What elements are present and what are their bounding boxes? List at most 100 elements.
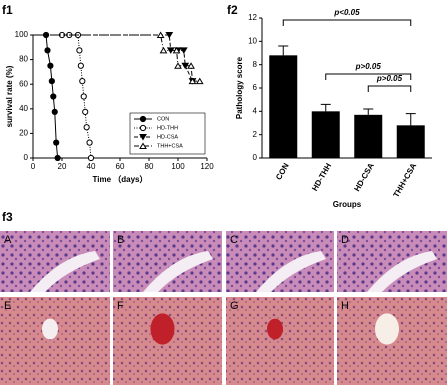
- annotation: p<0.05: [333, 8, 360, 17]
- survival-line: [33, 34, 193, 82]
- bar: [311, 111, 340, 158]
- y-tick-label: 4: [253, 106, 258, 115]
- y-tick-label: 10: [248, 36, 257, 45]
- data-point: [86, 139, 93, 146]
- tissue-gap: [256, 251, 326, 292]
- data-point: [54, 154, 61, 162]
- data-point: [82, 108, 89, 115]
- panel-label: f2: [227, 3, 238, 17]
- error-bar: [363, 108, 374, 115]
- image-label: D: [341, 234, 349, 246]
- data-point: [77, 62, 84, 69]
- x-tick-label: 60: [116, 162, 125, 171]
- data-point: [187, 62, 195, 69]
- legend-label: THH+CSA: [157, 143, 183, 149]
- annotation: p>0.05: [376, 74, 403, 83]
- histology-image: [226, 297, 334, 385]
- data-point: [53, 139, 60, 146]
- y-tick-label: 20: [19, 129, 28, 138]
- legend-marker: [139, 115, 147, 123]
- x-tick-label: HD-THH: [310, 161, 333, 192]
- x-tick-label: 40: [87, 162, 96, 171]
- histology-image: [337, 231, 447, 292]
- y-tick-label: 100: [15, 30, 29, 39]
- image-label: E: [4, 300, 11, 312]
- y-tick-label: 60: [19, 79, 28, 88]
- legend-box: [129, 112, 206, 155]
- x-tick-label: 0: [31, 162, 36, 171]
- data-point: [80, 93, 87, 100]
- survival-line: [33, 34, 200, 82]
- y-tick-label: 8: [253, 60, 258, 69]
- legend-label: HD-THH: [157, 125, 178, 131]
- tissue-gap: [30, 251, 100, 292]
- x-tick-label: 80: [145, 162, 154, 171]
- significance-bracket: [282, 19, 412, 26]
- data-point: [83, 124, 90, 131]
- data-point: [188, 77, 197, 85]
- data-point: [50, 93, 57, 100]
- legend-label: HD-CSA: [157, 134, 178, 140]
- y-tick-label: 6: [253, 83, 258, 92]
- data-point: [76, 47, 83, 54]
- data-point: [159, 46, 168, 54]
- y-tick-label: 2: [253, 130, 258, 139]
- x-tick-label: HD-CSA: [352, 161, 375, 193]
- legend-label: CON: [157, 116, 169, 122]
- data-point: [179, 47, 188, 54]
- vessel: [375, 313, 399, 345]
- significance-bracket: [367, 85, 412, 92]
- annotation: p>0.05: [355, 62, 382, 71]
- y-axis-label: survival rate (%): [5, 65, 14, 127]
- x-axis-label: Time （days）: [93, 174, 148, 184]
- legend-marker: [139, 142, 147, 149]
- x-tick-label: 100: [171, 162, 185, 171]
- image-label: H: [341, 300, 349, 312]
- data-point: [156, 31, 165, 38]
- data-point: [44, 47, 51, 54]
- legend-marker: [139, 124, 147, 132]
- y-tick-label: 80: [19, 55, 28, 64]
- vessel: [267, 318, 283, 340]
- x-tick-label: THH+CSA: [392, 161, 419, 199]
- data-point: [47, 62, 54, 69]
- data-point: [172, 46, 181, 54]
- y-tick-label: 40: [19, 104, 28, 113]
- panel-label: f1: [2, 3, 13, 17]
- y-tick-label: 0: [253, 153, 258, 162]
- vessel: [42, 318, 58, 340]
- error-bar: [320, 103, 331, 112]
- data-point: [51, 108, 58, 115]
- histology-panels: [0, 231, 447, 385]
- significance-bracket: [325, 73, 412, 80]
- y-axis-label: Pathology score: [235, 56, 244, 119]
- data-point: [87, 154, 95, 162]
- legend-marker: [139, 134, 147, 141]
- image-label: A: [4, 234, 12, 246]
- bar: [269, 55, 298, 159]
- histology-image: [0, 297, 110, 385]
- data-point: [174, 62, 182, 69]
- bar: [354, 114, 383, 158]
- panel-label: f3: [2, 210, 13, 224]
- bar: [396, 125, 425, 158]
- data-point: [195, 77, 204, 85]
- tissue-gap: [143, 251, 213, 292]
- image-label: B: [117, 234, 124, 246]
- error-bar: [405, 113, 416, 126]
- image-label: G: [230, 300, 239, 312]
- x-tick-label: 120: [200, 162, 214, 171]
- image-label: C: [230, 234, 238, 246]
- x-tick-label: CON: [274, 161, 291, 181]
- histology-image: [0, 231, 110, 292]
- y-tick-label: 12: [248, 13, 257, 22]
- data-point: [79, 78, 86, 85]
- data-point: [48, 78, 55, 85]
- data-point: [165, 32, 174, 39]
- x-axis-label: Groups: [333, 200, 362, 209]
- image-label: F: [117, 300, 124, 312]
- x-tick-label: 20: [58, 162, 67, 171]
- error-bar: [278, 45, 289, 56]
- tissue-gap: [367, 251, 437, 292]
